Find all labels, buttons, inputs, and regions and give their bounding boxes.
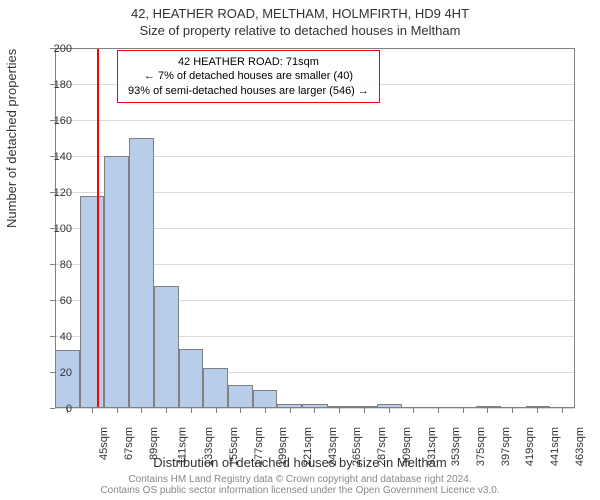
ytick-label: 200 [32,43,72,55]
histogram-bar [328,406,353,408]
ytick-label: 0 [32,403,72,415]
attribution-line2: Contains OS public sector information li… [100,485,499,496]
histogram-bar [353,406,378,408]
y-axis-label: Number of detached properties [4,49,19,228]
histogram-bar [179,349,204,408]
ytick-label: 40 [32,331,72,343]
ytick-label: 180 [32,79,72,91]
ytick-label: 100 [32,223,72,235]
ytick-label: 120 [32,187,72,199]
x-axis-label: Distribution of detached houses by size … [0,455,600,470]
histogram-bar [104,156,129,408]
histogram-bar [253,390,278,408]
ytick-label: 20 [32,367,72,379]
histogram-bar [377,404,402,408]
annotation-box: 42 HEATHER ROAD: 71sqm← 7% of detached h… [117,50,380,103]
histogram-bar [80,196,105,408]
chart-container: 42, HEATHER ROAD, MELTHAM, HOLMFIRTH, HD… [0,0,600,500]
ytick-label: 80 [32,259,72,271]
histogram-bar [228,385,253,408]
histogram-bar [526,406,551,408]
histogram-bar [203,368,228,408]
plot-area: 45sqm67sqm89sqm111sqm133sqm155sqm177sqm1… [55,48,575,408]
ytick-label: 160 [32,115,72,127]
histogram-bar [476,406,501,408]
gridline [55,120,575,121]
annotation-line1: 42 HEATHER ROAD: 71sqm [128,55,369,69]
ytick-label: 140 [32,151,72,163]
chart-title-address: 42, HEATHER ROAD, MELTHAM, HOLMFIRTH, HD… [0,0,600,21]
reference-line [97,48,99,408]
annotation-line2: ← 7% of detached houses are smaller (40) [128,69,369,83]
histogram-bar [55,350,80,408]
annotation-line3: 93% of semi-detached houses are larger (… [128,84,369,98]
gridline [55,48,575,49]
histogram-bar [129,138,154,408]
histogram-bar [154,286,179,408]
ytick-label: 60 [32,295,72,307]
attribution-line1: Contains HM Land Registry data © Crown c… [128,474,471,485]
chart-subtitle: Size of property relative to detached ho… [0,21,600,38]
attribution: Contains HM Land Registry data © Crown c… [0,474,600,496]
